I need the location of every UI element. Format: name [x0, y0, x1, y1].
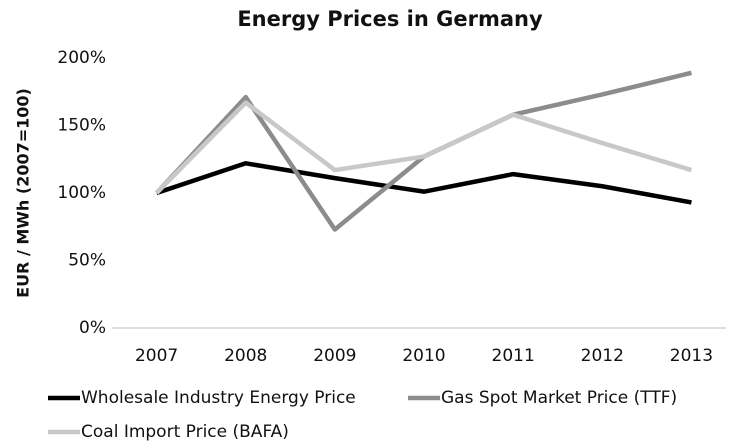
legend-label: Wholesale Industry Energy Price [81, 388, 356, 408]
y-tick-label: 50% [68, 251, 106, 271]
y-axis-label: EUR / MWh (2007=100) [14, 88, 33, 298]
x-tick-label: 2010 [402, 346, 445, 366]
y-tick-label: 0% [79, 318, 106, 338]
chart-title: Energy Prices in Germany [237, 7, 543, 31]
y-tick-label: 150% [57, 116, 106, 136]
legend-label: Gas Spot Market Price (TTF) [441, 388, 677, 408]
x-tick-label: 2012 [581, 346, 624, 366]
legend-label: Coal Import Price (BAFA) [81, 422, 289, 442]
x-tick-label: 2009 [313, 346, 356, 366]
series-line [154, 70, 692, 232]
series-line [155, 161, 692, 205]
x-tick-label: 2007 [135, 346, 178, 366]
x-tick-label: 2008 [224, 346, 267, 366]
series-line [154, 100, 693, 195]
x-tick-label: 2011 [492, 346, 535, 366]
y-tick-label: 100% [57, 183, 106, 203]
y-tick-label: 200% [57, 48, 106, 68]
x-tick-label: 2013 [670, 346, 713, 366]
